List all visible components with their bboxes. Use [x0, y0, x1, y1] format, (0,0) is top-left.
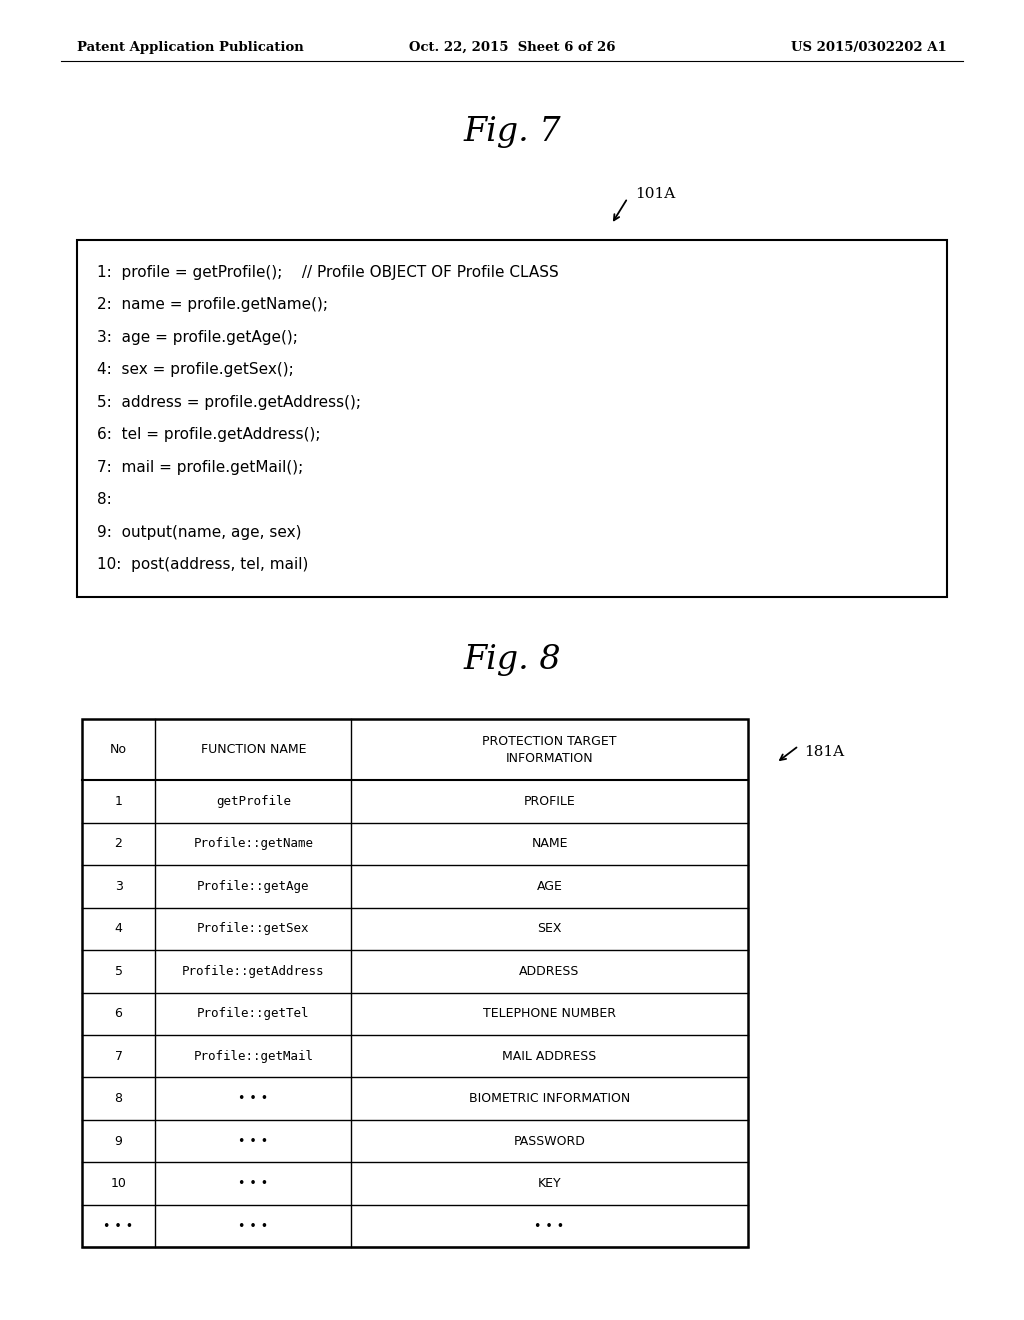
- Text: SEX: SEX: [538, 923, 562, 936]
- Text: 6:  tel = profile.getAddress();: 6: tel = profile.getAddress();: [97, 428, 321, 442]
- Text: PASSWORD: PASSWORD: [514, 1135, 586, 1147]
- Text: 2:  name = profile.getName();: 2: name = profile.getName();: [97, 297, 329, 313]
- Text: 5: 5: [115, 965, 123, 978]
- Text: 6: 6: [115, 1007, 123, 1020]
- Text: Fig. 7: Fig. 7: [463, 116, 561, 148]
- Text: 10:  post(address, tel, mail): 10: post(address, tel, mail): [97, 557, 308, 572]
- Text: Oct. 22, 2015  Sheet 6 of 26: Oct. 22, 2015 Sheet 6 of 26: [409, 41, 615, 54]
- Text: TELEPHONE NUMBER: TELEPHONE NUMBER: [483, 1007, 616, 1020]
- Text: Profile::getName: Profile::getName: [194, 837, 313, 850]
- Text: 8: 8: [115, 1092, 123, 1105]
- Text: US 2015/0302202 A1: US 2015/0302202 A1: [792, 41, 947, 54]
- Text: • • •: • • •: [239, 1092, 268, 1105]
- Text: Profile::getAddress: Profile::getAddress: [182, 965, 325, 978]
- Text: getProfile: getProfile: [216, 795, 291, 808]
- Bar: [82, 719, 748, 1247]
- Text: 4:  sex = profile.getSex();: 4: sex = profile.getSex();: [97, 362, 294, 378]
- Text: 5:  address = profile.getAddress();: 5: address = profile.getAddress();: [97, 395, 361, 409]
- Text: 101A: 101A: [635, 187, 675, 201]
- Text: Profile::getTel: Profile::getTel: [197, 1007, 309, 1020]
- Text: BIOMETRIC INFORMATION: BIOMETRIC INFORMATION: [469, 1092, 630, 1105]
- Text: 2: 2: [115, 837, 123, 850]
- Text: Fig. 8: Fig. 8: [463, 644, 561, 676]
- Text: 1: 1: [115, 795, 123, 808]
- Text: 4: 4: [115, 923, 123, 936]
- Text: Patent Application Publication: Patent Application Publication: [77, 41, 303, 54]
- Text: 9:  output(name, age, sex): 9: output(name, age, sex): [97, 524, 302, 540]
- Text: PROFILE: PROFILE: [523, 795, 575, 808]
- Text: 8:: 8:: [97, 492, 112, 507]
- Text: 7:  mail = profile.getMail();: 7: mail = profile.getMail();: [97, 459, 303, 475]
- Text: Profile::getAge: Profile::getAge: [197, 880, 309, 892]
- Text: 7: 7: [115, 1049, 123, 1063]
- Text: 1:  profile = getProfile();    // Profile OBJECT OF Profile CLASS: 1: profile = getProfile(); // Profile OB…: [97, 265, 559, 280]
- Text: NAME: NAME: [531, 837, 567, 850]
- Text: No: No: [110, 743, 127, 756]
- Text: PROTECTION TARGET
INFORMATION: PROTECTION TARGET INFORMATION: [482, 735, 616, 764]
- Text: 10: 10: [111, 1177, 127, 1191]
- Text: • • •: • • •: [239, 1220, 268, 1233]
- Text: KEY: KEY: [538, 1177, 561, 1191]
- Text: Profile::getSex: Profile::getSex: [197, 923, 309, 936]
- Text: • • •: • • •: [239, 1177, 268, 1191]
- Text: • • •: • • •: [535, 1220, 564, 1233]
- Text: • • •: • • •: [103, 1220, 133, 1233]
- Text: ADDRESS: ADDRESS: [519, 965, 580, 978]
- Text: • • •: • • •: [239, 1135, 268, 1147]
- Text: 9: 9: [115, 1135, 123, 1147]
- Text: AGE: AGE: [537, 880, 562, 892]
- Text: 181A: 181A: [804, 746, 844, 759]
- Text: MAIL ADDRESS: MAIL ADDRESS: [503, 1049, 597, 1063]
- Text: FUNCTION NAME: FUNCTION NAME: [201, 743, 306, 756]
- Text: 3: 3: [115, 880, 123, 892]
- Text: 3:  age = profile.getAge();: 3: age = profile.getAge();: [97, 330, 298, 345]
- Text: Profile::getMail: Profile::getMail: [194, 1049, 313, 1063]
- Bar: [77, 240, 947, 597]
